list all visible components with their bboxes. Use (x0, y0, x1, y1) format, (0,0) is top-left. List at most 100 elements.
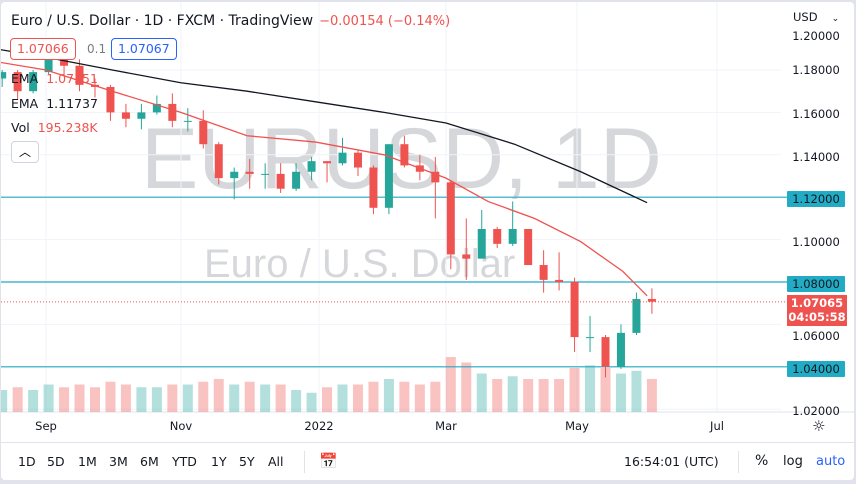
ema-fast-line (1, 61, 648, 297)
candle-body (106, 86, 115, 113)
range-6m[interactable]: 6M (140, 454, 159, 469)
time-tick: 2022 (304, 419, 334, 433)
volume-bar (59, 387, 70, 412)
currency-selector[interactable]: USD ⌄ (793, 10, 839, 24)
candle-body (462, 254, 471, 259)
candle-body (245, 171, 254, 174)
candle-body (539, 265, 548, 280)
indicator-volume[interactable]: Vol 195.238K (11, 120, 98, 135)
sell-button[interactable]: 1.07066 (10, 38, 76, 60)
clock[interactable]: 16:54:01 (UTC) (624, 454, 719, 469)
volume-bar (260, 384, 271, 412)
volume-bar (322, 387, 333, 412)
range-1d[interactable]: 1D (18, 454, 36, 469)
volume-bar (507, 376, 518, 412)
candle-body (586, 337, 595, 339)
indicator-ema-fast[interactable]: EMA 1.07351 (11, 71, 98, 86)
range-ytd[interactable]: YTD (172, 454, 197, 469)
time-tick: Nov (169, 419, 193, 433)
symbol-title[interactable]: Euro / U.S. Dollar · 1D · FXCM · Trading… (11, 13, 450, 29)
range-all[interactable]: All (268, 454, 284, 469)
currency-label: USD (793, 10, 818, 24)
candle-body (199, 120, 208, 145)
go-to-date-calendar-icon[interactable]: 📅 (319, 452, 338, 470)
volume-bar (167, 384, 178, 412)
price-tick: 1.02000 (792, 404, 840, 418)
volume-bar (1, 390, 8, 412)
range-1m[interactable]: 1M (78, 454, 97, 469)
watermark-name: Euro / U.S. Dollar (204, 242, 516, 286)
auto-scale-toggle[interactable]: auto (816, 454, 846, 469)
candle-body (369, 167, 378, 208)
chevron-down-icon: ⌄ (831, 14, 840, 24)
volume-bar (74, 384, 85, 412)
ema-slow-line (1, 49, 648, 204)
candle-body (121, 112, 130, 119)
chart-settings-sun-icon[interactable]: ☼ (812, 417, 826, 435)
volume-bar (631, 370, 642, 412)
range-1y[interactable]: 1Y (211, 454, 227, 469)
level-label[interactable]: 1.12000 (787, 191, 845, 207)
candle-body (616, 332, 625, 367)
volume-bar (399, 381, 410, 412)
indicator-label: EMA (11, 71, 39, 86)
range-5d[interactable]: 5D (47, 454, 65, 469)
volume-bar (198, 381, 209, 412)
price-tick: 1.16000 (792, 107, 840, 121)
candle-body (168, 103, 177, 121)
candle-body (137, 112, 146, 119)
collapse-legend-button[interactable]: ︿ (11, 141, 39, 163)
divider (738, 451, 739, 473)
candle-body (214, 144, 223, 179)
volume-bar (291, 390, 302, 412)
volume-bar (646, 379, 657, 412)
volume-bar (554, 379, 565, 412)
candle-body (446, 182, 455, 255)
candle-body (647, 298, 656, 302)
symbol-title-text: Euro / U.S. Dollar · 1D · FXCM · Trading… (11, 13, 314, 29)
volume-bar (275, 384, 286, 412)
candle-body (1, 72, 7, 79)
volume-bar (12, 387, 23, 412)
log-scale-toggle[interactable]: log (783, 454, 803, 469)
bottom-toolbar: 1D 5D 1M 3M 6M YTD 1Y 5Y All 📅 16:54:01 … (1, 442, 854, 480)
candle-body (477, 229, 486, 259)
buy-button[interactable]: 1.07067 (111, 38, 177, 60)
volume-bar (430, 381, 441, 412)
time-tick: Sep (35, 419, 57, 433)
level-label[interactable]: 1.04000 (787, 361, 845, 377)
chevron-up-icon: ︿ (18, 145, 31, 159)
volume-bar (569, 368, 580, 412)
candle-body (384, 144, 393, 208)
volume-bar (306, 392, 317, 412)
time-tick: Jul (710, 419, 724, 433)
indicator-value: 1.11737 (46, 96, 98, 111)
price-chart[interactable] (1, 2, 854, 442)
candle-body (555, 279, 564, 282)
time-tick: May (565, 419, 589, 433)
price-tick: 1.14000 (792, 150, 840, 164)
candle-body (183, 120, 192, 122)
volume-bar (337, 384, 348, 412)
percent-scale-toggle[interactable]: % (755, 453, 769, 469)
volume-bar (244, 381, 255, 412)
volume-bar (600, 368, 611, 412)
time-tick: Mar (435, 419, 457, 433)
volume-bar (213, 379, 224, 412)
indicator-value: 195.238K (37, 120, 98, 135)
volume-bar (523, 379, 534, 412)
indicator-label: Vol (11, 120, 30, 135)
level-label[interactable]: 1.08000 (787, 276, 845, 292)
bar-countdown: 04:05:58 (788, 310, 846, 324)
volume-bar (120, 384, 131, 412)
range-5y[interactable]: 5Y (239, 454, 255, 469)
range-3m[interactable]: 3M (109, 454, 128, 469)
candle-body (44, 55, 53, 73)
volume-bar (585, 365, 596, 412)
price-tick: 1.06000 (792, 329, 840, 343)
indicator-ema-slow[interactable]: EMA 1.11737 (11, 96, 98, 111)
candle-body (601, 337, 610, 367)
volume-bar (43, 384, 54, 412)
candle-body (292, 171, 301, 189)
volume-bar (368, 381, 379, 412)
